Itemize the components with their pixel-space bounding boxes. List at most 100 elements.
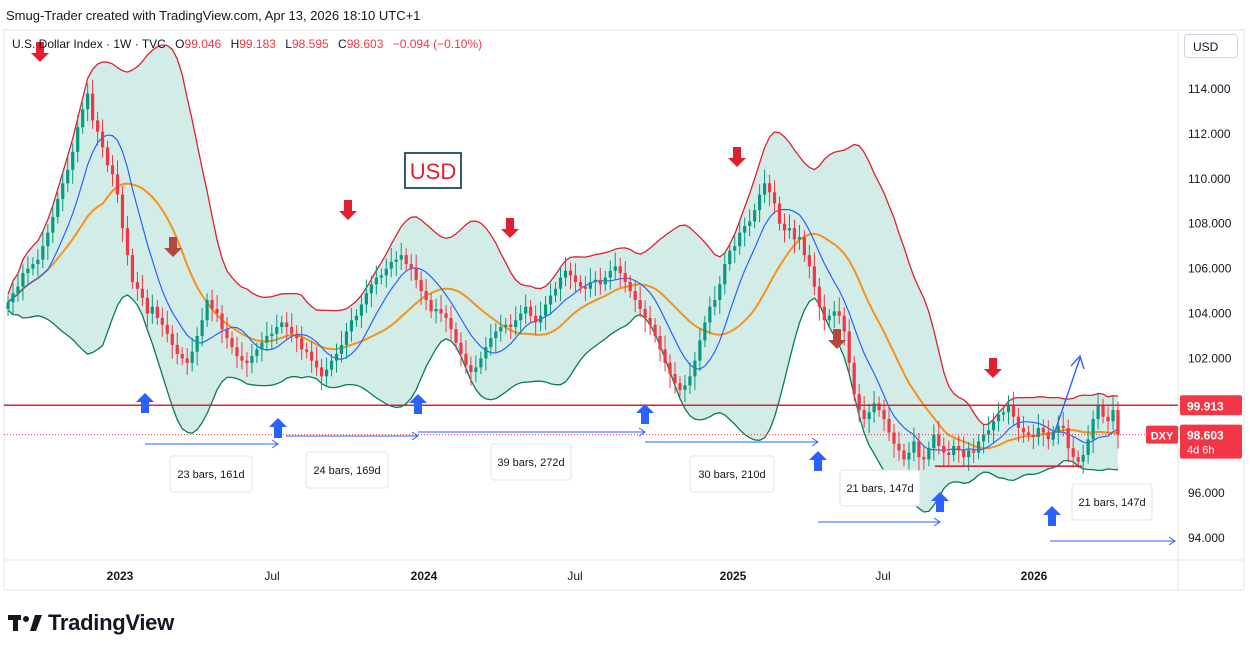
candle-body[interactable] xyxy=(812,266,816,287)
candle-body[interactable] xyxy=(1046,432,1050,440)
candle-body[interactable] xyxy=(225,329,229,339)
candle-body[interactable] xyxy=(887,419,891,433)
candle-body[interactable] xyxy=(280,322,284,327)
candle-body[interactable] xyxy=(36,259,40,265)
candle-body[interactable] xyxy=(76,127,80,152)
candle-body[interactable] xyxy=(315,360,319,368)
candle-body[interactable] xyxy=(902,450,906,460)
bar-count-box[interactable] xyxy=(490,443,572,481)
candle-body[interactable] xyxy=(524,306,528,314)
candle-body[interactable] xyxy=(255,349,259,357)
candle-body[interactable] xyxy=(743,225,747,233)
candle-body[interactable] xyxy=(842,315,846,332)
candle-body[interactable] xyxy=(847,331,851,363)
candle-body[interactable] xyxy=(927,448,931,460)
drawings[interactable]: 23 bars, 161d 24 bars, 169d 39 bars, 272d 3… xyxy=(4,0,1178,546)
candle-body[interactable] xyxy=(942,445,946,453)
candle-body[interactable] xyxy=(1111,410,1115,422)
candle-body[interactable] xyxy=(519,313,523,321)
candle-body[interactable] xyxy=(170,333,174,345)
candle-body[interactable] xyxy=(180,353,184,359)
candle-body[interactable] xyxy=(548,295,553,305)
candle-body[interactable] xyxy=(728,250,732,265)
candle-body[interactable] xyxy=(986,430,991,435)
candle-body[interactable] xyxy=(31,264,35,269)
candle-body[interactable] xyxy=(787,228,792,231)
candle-body[interactable] xyxy=(633,291,637,301)
candle-body[interactable] xyxy=(150,306,154,314)
candle-body[interactable] xyxy=(1016,416,1021,428)
candle-body[interactable] xyxy=(1101,405,1105,417)
candle-body[interactable] xyxy=(140,288,144,298)
candle-body[interactable] xyxy=(81,109,85,128)
candle-body[interactable] xyxy=(628,282,632,292)
candle-body[interactable] xyxy=(1011,405,1016,417)
candle-body[interactable] xyxy=(543,304,548,316)
candle-body[interactable] xyxy=(996,414,1001,422)
candle-body[interactable] xyxy=(1076,457,1080,462)
candle-body[interactable] xyxy=(1116,410,1120,435)
candle-body[interactable] xyxy=(797,237,802,240)
candle-body[interactable] xyxy=(439,309,443,314)
buy-signal-arrow-icon[interactable] xyxy=(931,492,949,512)
candle-body[interactable] xyxy=(21,273,25,287)
candle-body[interactable] xyxy=(1106,416,1110,422)
candle-body[interactable] xyxy=(663,349,667,363)
candle-body[interactable] xyxy=(1091,419,1095,440)
candle-body[interactable] xyxy=(364,293,368,305)
candle-body[interactable] xyxy=(1031,434,1035,437)
candle-body[interactable] xyxy=(384,268,388,276)
candle-body[interactable] xyxy=(748,221,752,226)
candle-body[interactable] xyxy=(837,311,841,316)
candle-body[interactable] xyxy=(1041,427,1045,433)
candle-body[interactable] xyxy=(952,445,956,455)
projection-arrow[interactable] xyxy=(1051,354,1085,441)
candle-body[interactable] xyxy=(290,326,294,334)
candle-body[interactable] xyxy=(240,356,244,361)
candle-body[interactable] xyxy=(305,349,309,352)
tradingview-logo[interactable]: TradingView xyxy=(8,610,174,636)
candle-body[interactable] xyxy=(300,338,304,350)
sell-signal-arrow-icon[interactable] xyxy=(828,329,846,349)
bar-count-box[interactable] xyxy=(689,455,775,493)
sell-signal-arrow-icon[interactable] xyxy=(501,218,519,238)
candle-body[interactable] xyxy=(698,340,702,361)
candle-body[interactable] xyxy=(419,279,423,292)
candle-body[interactable] xyxy=(414,268,418,280)
candle-body[interactable] xyxy=(1026,432,1031,435)
candle-body[interactable] xyxy=(444,313,448,318)
candle-body[interactable] xyxy=(61,183,65,200)
candle-body[interactable] xyxy=(922,457,926,460)
candle-body[interactable] xyxy=(1096,405,1100,420)
sell-signal-arrow-icon[interactable] xyxy=(728,147,746,167)
buy-signal-arrow-icon[interactable] xyxy=(269,418,287,438)
resistance-price-badge[interactable] xyxy=(1180,395,1242,416)
candle-body[interactable] xyxy=(514,320,518,327)
candle-body[interactable] xyxy=(51,216,55,233)
candle-body[interactable] xyxy=(638,300,642,310)
candle-body[interactable] xyxy=(1036,427,1040,437)
candle-body[interactable] xyxy=(394,259,398,262)
candle-body[interactable] xyxy=(583,286,587,289)
bar-count-box[interactable] xyxy=(839,469,921,507)
candle-body[interactable] xyxy=(593,279,597,283)
candle-body[interactable] xyxy=(270,333,274,336)
candle-body[interactable] xyxy=(459,342,463,354)
candle-body[interactable] xyxy=(1056,425,1060,433)
candle-body[interactable] xyxy=(379,275,383,278)
candle-body[interactable] xyxy=(484,347,488,359)
candle-body[interactable] xyxy=(220,313,224,330)
buy-signal-arrow-icon[interactable] xyxy=(1043,506,1061,526)
candle-body[interactable] xyxy=(558,277,563,289)
candle-body[interactable] xyxy=(504,324,508,327)
candle-body[interactable] xyxy=(374,277,378,285)
candle-body[interactable] xyxy=(807,255,811,267)
candle-body[interactable] xyxy=(509,324,513,327)
candle-body[interactable] xyxy=(95,120,100,132)
candle-body[interactable] xyxy=(125,228,130,256)
candle-body[interactable] xyxy=(499,326,503,332)
candle-body[interactable] xyxy=(529,306,533,316)
candle-body[interactable] xyxy=(135,282,140,289)
candle-body[interactable] xyxy=(285,322,289,327)
candle-body[interactable] xyxy=(827,315,831,321)
